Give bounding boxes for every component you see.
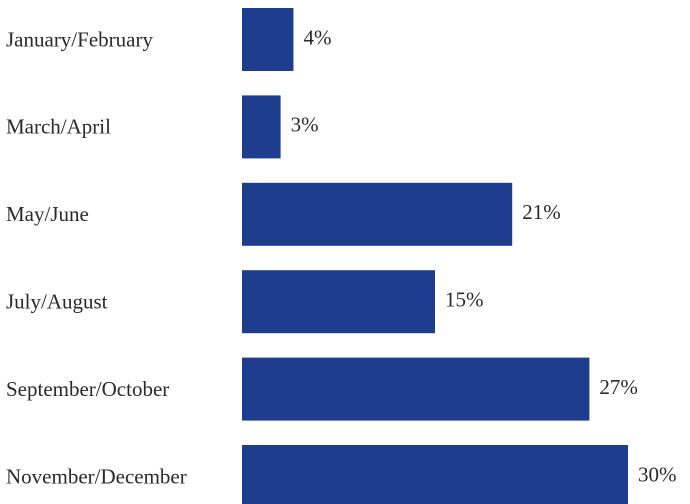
bar bbox=[242, 357, 590, 421]
bar bbox=[242, 8, 294, 71]
value-label: 15% bbox=[445, 288, 484, 312]
bar bbox=[242, 445, 628, 504]
category-label: March/April bbox=[6, 115, 111, 139]
value-label: 30% bbox=[638, 462, 677, 486]
value-label: 27% bbox=[599, 375, 638, 399]
bar bbox=[242, 95, 281, 159]
category-label: May/June bbox=[6, 202, 89, 226]
category-label: July/August bbox=[6, 290, 108, 314]
value-label: 4% bbox=[303, 25, 331, 49]
category-label: November/December bbox=[6, 464, 187, 488]
value-label: 3% bbox=[291, 113, 319, 137]
bar bbox=[242, 270, 435, 334]
value-label: 21% bbox=[522, 200, 561, 224]
bar bbox=[242, 182, 513, 246]
category-label: September/October bbox=[6, 377, 169, 401]
category-label: January/February bbox=[6, 27, 153, 51]
